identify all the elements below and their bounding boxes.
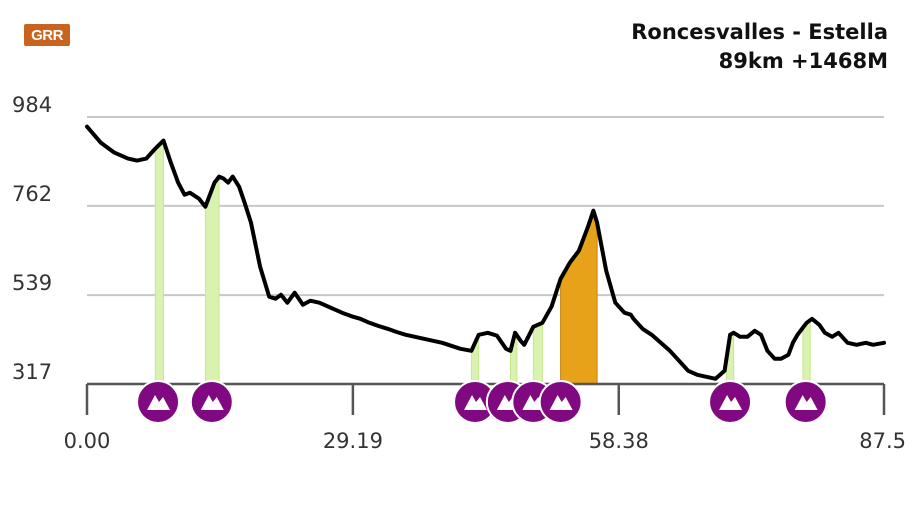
elevation-profile xyxy=(85,124,886,381)
climb-segment xyxy=(532,322,543,385)
climb-marker xyxy=(783,380,828,424)
climb-segment xyxy=(802,319,811,385)
route-stats: 89km +1468M xyxy=(718,49,888,73)
mountain-icon xyxy=(464,395,488,410)
x-tick-label: 87.5 xyxy=(859,429,906,453)
y-tick-label: 984 xyxy=(12,93,52,117)
climb-marker xyxy=(136,380,181,424)
climb-markers xyxy=(136,380,828,424)
climb-segment xyxy=(560,212,598,385)
y-tick-label: 762 xyxy=(12,182,52,206)
x-tick-label: 58.38 xyxy=(589,429,649,453)
climb-marker xyxy=(708,380,753,424)
brand-logo: GRR xyxy=(24,24,70,46)
y-tick-label: 317 xyxy=(12,360,52,384)
route-title: Roncesvalles - Estella 89km +1468M xyxy=(631,18,888,76)
mountain-icon xyxy=(794,395,818,410)
climb-segment xyxy=(204,175,220,385)
mountain-icon xyxy=(147,395,171,410)
profile-line xyxy=(85,124,886,381)
climb-segments xyxy=(154,139,811,385)
tick-labels: 317 539 762 984 0.00 29.19 58.38 87.5 xyxy=(12,93,906,453)
mountain-icon xyxy=(200,395,224,410)
climb-marker xyxy=(189,380,234,424)
y-tick-label: 539 xyxy=(12,271,52,295)
brand-logo-text: GRR xyxy=(31,26,63,44)
mountain-icon xyxy=(719,395,743,410)
climb-marker xyxy=(538,380,583,424)
climb-segment xyxy=(154,139,164,385)
route-name: Roncesvalles - Estella xyxy=(631,20,888,44)
x-tick-label: 29.19 xyxy=(323,429,383,453)
mountain-icon xyxy=(549,395,573,410)
x-tick-label: 0.00 xyxy=(64,429,111,453)
